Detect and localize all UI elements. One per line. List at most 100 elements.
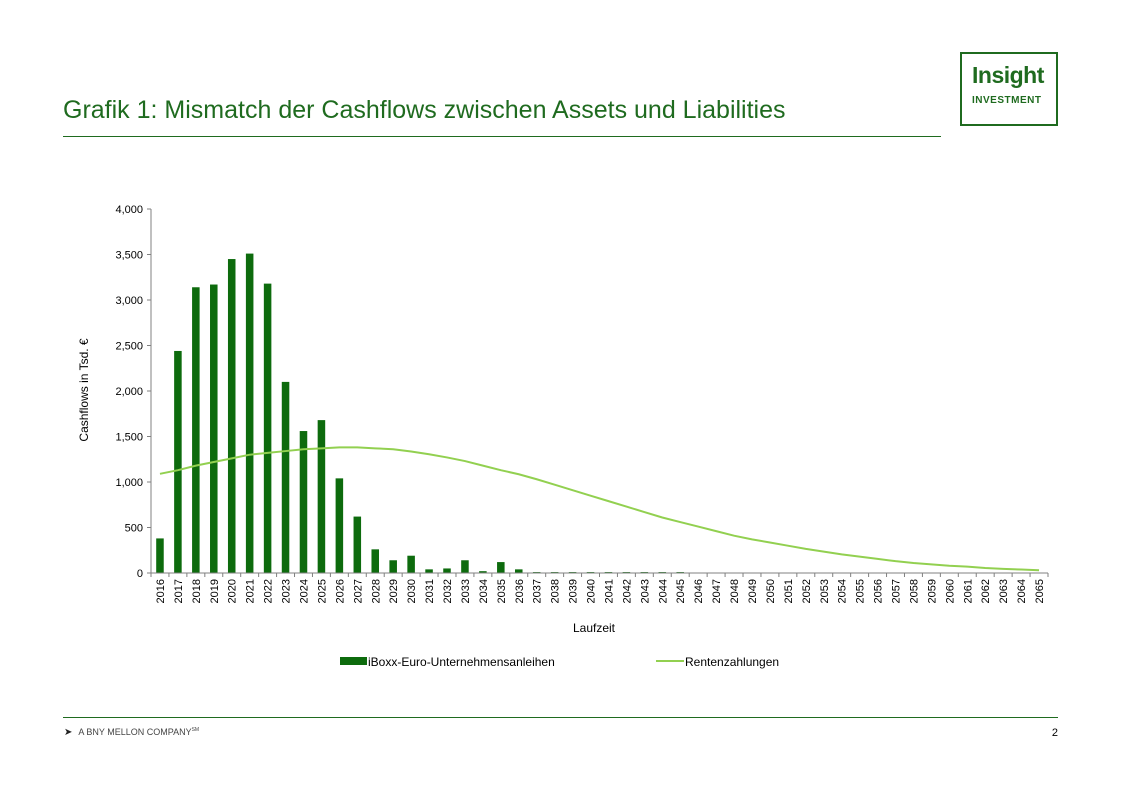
logo-word: Insight — [972, 62, 1044, 88]
x-tick-label: 2047 — [711, 579, 723, 603]
x-tick-label: 2029 — [388, 579, 400, 603]
x-tick-label: 2016 — [155, 579, 167, 603]
x-tick-label: 2046 — [693, 579, 705, 603]
line-series-rentenzahlungen — [159, 446, 1040, 572]
x-tick-label: 2044 — [657, 579, 669, 603]
bar-2025 — [317, 420, 326, 573]
bar-2032 — [443, 568, 451, 573]
x-tick-label: 2036 — [514, 579, 526, 603]
x-tick-label: 2037 — [532, 579, 544, 603]
x-tick-label: 2041 — [603, 579, 615, 603]
x-tick-label: 2050 — [765, 579, 777, 603]
y-tick-label: 2,500 — [115, 341, 143, 353]
service-mark: SM — [191, 727, 200, 733]
bar-2026 — [335, 478, 344, 573]
y-tick-label: 1,500 — [115, 432, 143, 444]
x-tick-label: 2049 — [747, 579, 759, 603]
bar-2035 — [497, 562, 505, 573]
x-tick-label: 2045 — [675, 579, 687, 603]
x-tick-label: 2032 — [442, 579, 454, 603]
legend-swatch-bar — [340, 657, 367, 665]
bar-2018 — [192, 287, 200, 573]
x-tick-label: 2026 — [334, 579, 346, 603]
bar-2017 — [174, 350, 182, 573]
footer-divider — [63, 717, 1058, 718]
x-tick-label: 2025 — [316, 579, 328, 603]
x-tick-label: 2062 — [980, 579, 992, 603]
footer-brand-text: A BNY MELLON COMPANY — [78, 727, 192, 737]
x-tick-label: 2048 — [729, 579, 741, 603]
x-tick-label: 2019 — [209, 579, 221, 603]
x-tick-label: 2030 — [406, 579, 418, 603]
y-tick-label: 0 — [137, 568, 143, 580]
x-tick-label: 2018 — [191, 579, 203, 603]
y-tick-label: 4,000 — [115, 204, 143, 216]
x-tick-label: 2031 — [424, 579, 436, 603]
y-tick-label: 2,000 — [115, 386, 143, 398]
bar-2030 — [407, 555, 415, 573]
bar-2027 — [353, 516, 362, 573]
x-tick-label: 2060 — [944, 579, 956, 603]
bar-series-group — [156, 253, 684, 573]
insight-investment-logo: Insight INVESTMENT — [960, 52, 1058, 126]
x-tick-label: 2063 — [998, 579, 1010, 603]
x-tick-label: 2055 — [855, 579, 867, 603]
x-tick-label: 2042 — [621, 579, 633, 603]
bar-2036 — [515, 569, 523, 573]
legend-label-line: Rentenzahlungen — [685, 655, 779, 669]
x-tick-label: 2035 — [496, 579, 508, 603]
axes-group — [147, 208, 1049, 577]
x-tick-label: 2051 — [783, 579, 795, 603]
x-tick-label: 2024 — [298, 579, 310, 603]
arrow-icon: ➤ — [64, 727, 73, 738]
x-tick-label: 2021 — [245, 579, 257, 603]
x-tick-label: 2039 — [568, 579, 580, 603]
x-tick-label: 2028 — [370, 579, 382, 603]
x-tick-label: 2017 — [173, 579, 185, 603]
x-tick-label: 2059 — [926, 579, 938, 603]
x-tick-label: 2033 — [460, 579, 472, 603]
x-tick-label: 2023 — [281, 579, 293, 603]
x-tick-label: 2056 — [873, 579, 885, 603]
x-tick-label: 2034 — [478, 579, 490, 603]
bar-2029 — [389, 560, 397, 573]
x-tick-label: 2038 — [550, 579, 562, 603]
x-tick-label: 2061 — [962, 579, 974, 603]
page-number: 2 — [1051, 727, 1058, 739]
x-tick-label: 2040 — [586, 579, 598, 603]
x-tick-label: 2064 — [1016, 579, 1028, 603]
logo-subtitle: INVESTMENT — [972, 95, 1042, 106]
bar-2020 — [227, 259, 236, 573]
logo-frame — [960, 52, 1058, 126]
x-tick-label: 2020 — [227, 579, 239, 603]
x-tick-label: 2054 — [837, 579, 849, 603]
x-axis-label: Laufzeit — [573, 621, 616, 635]
x-tick-label: 2053 — [819, 579, 831, 603]
y-tick-labels: 0 500 1,000 1,500 2,000 2,500 3,000 3,500 4,000 — [115, 204, 143, 580]
y-tick-label: 3,500 — [115, 250, 143, 262]
cashflow-chart: 05001,0001,5002,0002,5003,0003,5004,000 … — [77, 204, 1049, 669]
footer-brand: ➤ A BNY MELLON COMPANYSM — [64, 727, 199, 738]
x-tick-label: 2027 — [352, 579, 364, 603]
x-tick-label: 2058 — [908, 579, 920, 603]
bar-2016 — [156, 538, 164, 573]
x-tick-labels: 2016 2017 2018 2019 2020 2021 2022 2023 2024 2025… — [155, 579, 1046, 603]
bar-2034 — [479, 571, 487, 573]
x-tick-label: 2022 — [263, 579, 275, 603]
bar-2033 — [461, 560, 469, 573]
y-tick-label: 3,000 — [115, 295, 143, 307]
bar-2024 — [299, 431, 308, 573]
bar-2021 — [245, 253, 254, 573]
bar-2019 — [210, 284, 218, 573]
y-axis-label: Cashflows in Tsd. € — [77, 338, 91, 441]
x-tick-label: 2057 — [891, 579, 903, 603]
bar-2022 — [263, 283, 272, 573]
bar-2028 — [371, 549, 380, 573]
x-tick-label: 2043 — [639, 579, 651, 603]
y-tick-label: 500 — [125, 523, 143, 535]
y-tick-label: 1,000 — [115, 477, 143, 489]
x-tick-label: 2065 — [1034, 579, 1046, 603]
bar-2023 — [281, 381, 290, 573]
title-divider — [63, 136, 941, 137]
x-tick-label: 2052 — [801, 579, 813, 603]
